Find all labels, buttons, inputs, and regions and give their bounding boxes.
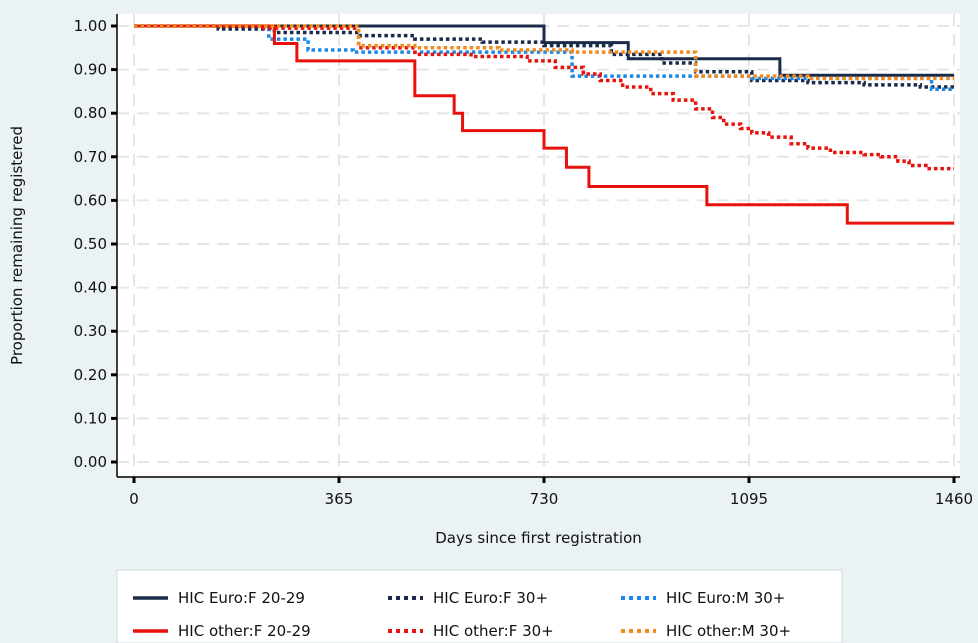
y-tick-label: 0.50	[74, 235, 107, 253]
y-tick-label: 0.30	[74, 322, 107, 340]
x-tick-label: 365	[325, 490, 354, 508]
y-tick-label: 0.90	[74, 61, 107, 79]
x-tick-label: 1095	[730, 490, 768, 508]
legend: HIC Euro:F 20-29 HIC Euro:F 30+ HIC Euro:M…	[116, 569, 843, 643]
x-axis-title: Days since first registration	[435, 529, 642, 547]
y-tick-label: 0.20	[74, 366, 107, 384]
legend-label-6: HIC other:M 30+	[666, 622, 791, 640]
legend-label-1: HIC Euro:F 20-29	[178, 589, 305, 607]
series-line-5	[134, 24, 954, 171]
series-line-6	[134, 24, 954, 81]
y-tick-label: 0.00	[74, 453, 107, 471]
y-tick-label: 0.70	[74, 148, 107, 166]
x-tick-label: 730	[530, 490, 559, 508]
legend-label-5: HIC other:F 30+	[433, 622, 554, 640]
axes: 0.00 0.10 0.20 0.30 0.40 0.50 0.60 0.70 0.80 0.90…	[74, 14, 973, 508]
y-tick-label: 0.60	[74, 191, 107, 209]
x-tick-label: 1460	[935, 490, 973, 508]
y-tick-label: 0.10	[74, 409, 107, 427]
y-tick-label: 0.40	[74, 279, 107, 297]
legend-label-4: HIC other:F 20-29	[178, 622, 311, 640]
plot-area	[117, 14, 960, 477]
series-lines	[134, 24, 954, 225]
legend-label-2: HIC Euro:F 30+	[433, 589, 548, 607]
legend-box	[116, 569, 843, 643]
series-line-4	[134, 24, 954, 225]
legend-label-3: HIC Euro:M 30+	[666, 589, 785, 607]
x-tick-label: 0	[129, 490, 139, 508]
y-axis-title: Proportion remaining registered	[8, 126, 26, 365]
series-line-2	[134, 24, 954, 89]
y-tick-label: 0.80	[74, 104, 107, 122]
y-tick-label: 1.00	[74, 17, 107, 35]
